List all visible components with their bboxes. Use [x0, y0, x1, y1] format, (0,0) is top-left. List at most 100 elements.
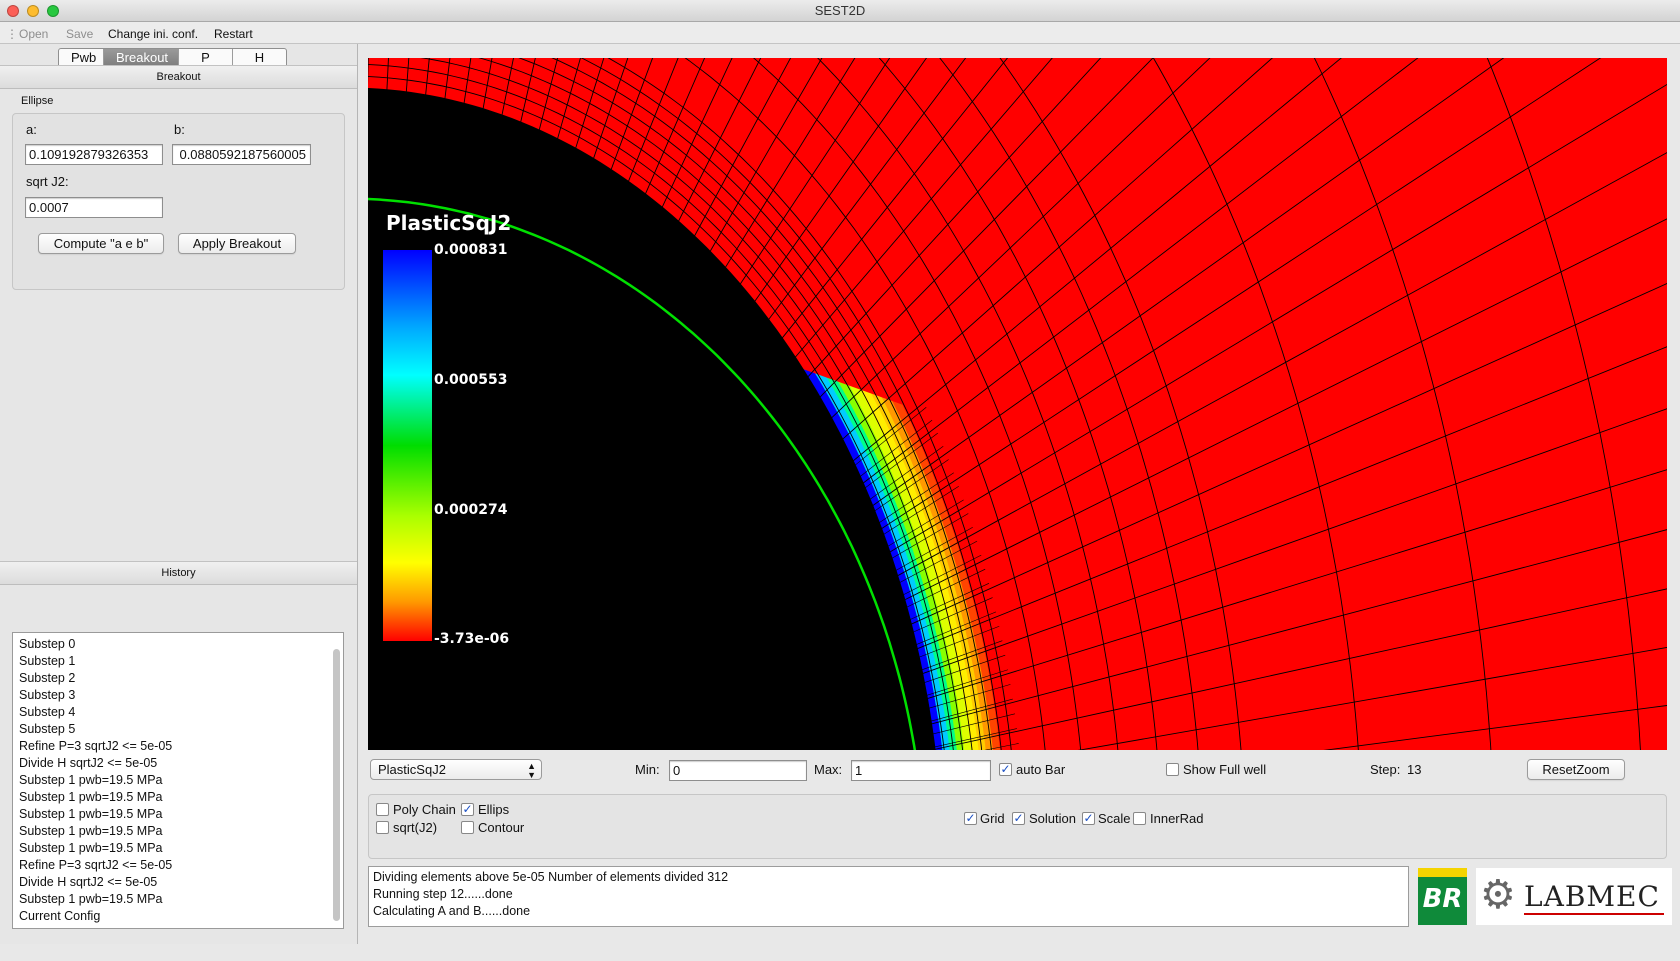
contour-label: Contour: [478, 820, 525, 835]
history-item[interactable]: Substep 2: [19, 671, 76, 685]
autobar-label: auto Bar: [1016, 762, 1066, 777]
sqrtj2-checkbox[interactable]: [376, 821, 389, 834]
save-menu-item[interactable]: Save: [66, 27, 94, 41]
zoom-window-button[interactable]: [47, 5, 59, 17]
history-item[interactable]: Substep 1 pwb=19.5 MPa: [19, 807, 163, 821]
history-item[interactable]: Refine P=3 sqrtJ2 <= 5e-05: [19, 858, 173, 872]
b-input-value: 0.0880592187560005: [179, 147, 306, 162]
showfull-checkbox[interactable]: [1166, 763, 1179, 776]
history-item[interactable]: Substep 1 pwb=19.5 MPa: [19, 824, 163, 838]
mesh-spoke-fine: [860, 419, 933, 477]
change-ini-menu-item[interactable]: Change ini. conf.: [108, 27, 199, 41]
mesh-spoke: [872, 58, 1505, 506]
apply-breakout-button[interactable]: Apply Breakout: [178, 233, 296, 254]
mesh-spoke: [897, 152, 1667, 577]
ellips-checkbox[interactable]: ✓: [461, 802, 474, 816]
solution-label: Solution: [1029, 811, 1076, 826]
b-input[interactable]: 0.0880592187560005: [172, 144, 311, 165]
mesh-spoke: [593, 58, 629, 159]
mesh-spoke-fine: [910, 583, 990, 620]
history-list[interactable]: Substep 0 Substep 1 Substep 2 Substep 3 Subs…: [12, 632, 344, 929]
mesh-spoke-fine: [883, 486, 959, 535]
labmec-logo: ⚙ LABMEC: [1476, 868, 1672, 925]
mesh-spoke-fine: [874, 459, 949, 512]
variable-select[interactable]: PlasticSqJ2 ▲ ▼: [370, 759, 542, 780]
open-menu-item[interactable]: Open: [19, 27, 49, 41]
history-item[interactable]: Current Config: [19, 909, 101, 923]
mesh-spoke: [852, 58, 1342, 462]
history-items: Substep 0 Substep 1 Substep 2 Substep 3 Subs…: [13, 633, 343, 925]
history-item[interactable]: Substep 1 pwb=19.5 MPa: [19, 773, 163, 787]
color-scale-bar: [383, 250, 432, 641]
mesh-spoke: [575, 58, 605, 149]
mesh-spoke-fine: [913, 597, 993, 633]
variable-select-value: PlasticSqJ2: [378, 762, 446, 777]
tab-breakout[interactable]: Breakout: [104, 49, 179, 67]
autobar-checkbox[interactable]: ✓: [999, 762, 1012, 776]
history-item[interactable]: Substep 1 pwb=19.5 MPa: [19, 841, 163, 855]
history-item[interactable]: Divide H sqrtJ2 <= 5e-05: [19, 756, 158, 770]
mesh-spoke: [931, 529, 1667, 725]
history-item[interactable]: Substep 3: [19, 688, 76, 702]
tab-pwb[interactable]: Pwb: [59, 49, 104, 67]
restart-menu-item[interactable]: Restart: [214, 27, 253, 41]
tab-h-ref[interactable]: H Ref: [254, 50, 265, 65]
reset-zoom-button[interactable]: ResetZoom: [1527, 759, 1625, 780]
title-bar: SEST2D: [0, 0, 1680, 22]
tab-p-ref[interactable]: P Ref: [179, 49, 233, 67]
log-line: Dividing elements above 5e-05 Number of …: [373, 870, 729, 884]
history-item[interactable]: Refine P=3 sqrtJ2 <= 5e-05: [19, 739, 173, 753]
close-window-button[interactable]: [7, 5, 19, 17]
compute-ab-button[interactable]: Compute "a e b": [38, 233, 164, 254]
grid-checkbox[interactable]: ✓: [964, 811, 977, 825]
max-input[interactable]: 1: [851, 760, 991, 781]
mesh-spoke-fine: [891, 513, 969, 559]
b-label: b:: [174, 122, 185, 137]
min-input[interactable]: 0: [669, 760, 807, 781]
history-item[interactable]: Substep 4: [19, 705, 76, 719]
ellips-label: Ellips: [478, 802, 510, 817]
ellipse-group-title: Ellipse: [21, 95, 54, 107]
sqrtj2-input[interactable]: 0.0007: [25, 197, 163, 218]
mesh-spoke: [725, 58, 856, 268]
contour-checkbox[interactable]: [461, 821, 474, 834]
history-scrollbar[interactable]: [333, 649, 340, 921]
mesh-spoke: [807, 58, 1102, 378]
legend-title: PlasticSqJ2: [386, 211, 512, 235]
fem-viewport[interactable]: PlasticSqJ2 0.000831 0.000553 0.000274 -…: [368, 58, 1667, 750]
history-item[interactable]: Substep 0: [19, 637, 76, 651]
legend-tick-3: 0.000274: [434, 502, 508, 518]
mesh-spoke-fine: [906, 568, 986, 608]
mesh-spoke-fine: [932, 713, 1016, 735]
history-item[interactable]: Substep 1: [19, 654, 76, 668]
scale-label: Scale: [1098, 811, 1131, 826]
mesh-spoke-fine: [926, 669, 1009, 696]
breakout-ellipse: [368, 197, 917, 750]
history-item[interactable]: Substep 1 pwb=19.5 MPa: [19, 790, 163, 804]
history-item[interactable]: Substep 5: [19, 722, 76, 736]
mesh-spoke: [842, 58, 1273, 440]
max-label: Max:: [814, 762, 843, 777]
mesh-spoke: [754, 58, 927, 302]
polychain-checkbox[interactable]: [376, 803, 389, 816]
mesh-spoke: [557, 58, 581, 139]
history-item[interactable]: Substep 1 pwb=19.5 MPa: [19, 892, 163, 906]
fem-mesh-plot: [368, 58, 1667, 750]
log-output[interactable]: Dividing elements above 5e-05 Number of …: [368, 866, 1409, 927]
log-line: Running step 12......done: [373, 887, 513, 901]
mesh-spoke-fine: [869, 445, 944, 500]
br-logo-text: BR: [1422, 884, 1463, 914]
mesh-spoke-fine: [916, 611, 997, 645]
minimize-window-button[interactable]: [27, 5, 39, 17]
mesh-spoke-fine: [899, 540, 978, 583]
min-label: Min:: [635, 762, 660, 777]
select-updown-icon: ▲ ▼: [527, 761, 536, 780]
window-title: SEST2D: [814, 3, 866, 18]
log-line: Calculating A and B......done: [373, 904, 531, 918]
innerrad-checkbox[interactable]: [1133, 812, 1146, 825]
history-item[interactable]: Divide H sqrtJ2 <= 5e-05: [19, 875, 158, 889]
a-label: a:: [26, 122, 37, 137]
a-input[interactable]: 0.109192879326353: [25, 144, 163, 165]
scale-checkbox[interactable]: ✓: [1082, 811, 1095, 825]
solution-checkbox[interactable]: ✓: [1012, 811, 1025, 825]
